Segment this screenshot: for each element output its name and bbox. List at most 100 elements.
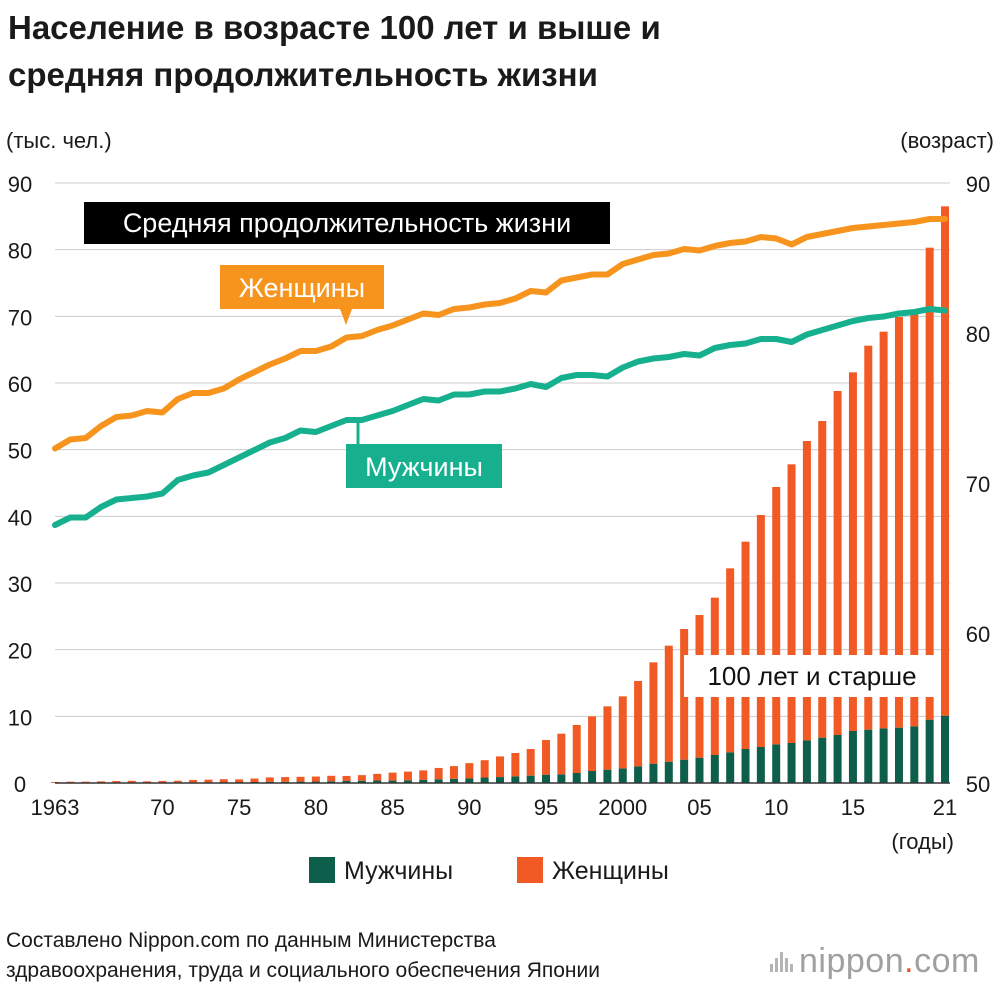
logo-dot: . (904, 942, 914, 980)
x-tick-label: 2000 (598, 795, 647, 820)
x-tick-label: 10 (764, 795, 788, 820)
bar-women (204, 780, 212, 783)
x-tick-label: 80 (304, 795, 328, 820)
bar-men (926, 720, 934, 783)
bar-women (174, 781, 182, 783)
bar-women (419, 770, 427, 779)
bar-men (726, 752, 734, 783)
x-tick-label: 95 (534, 795, 558, 820)
x-tick-label: 75 (227, 795, 251, 820)
legend-label-men: Мужчины (344, 857, 453, 885)
logo-main: nippon (799, 942, 904, 980)
bar-men (711, 755, 719, 783)
bar-women (481, 760, 489, 777)
left-tick-label: 0 (14, 772, 26, 797)
bar-women (926, 248, 934, 720)
left-tick-label: 70 (8, 305, 32, 330)
legend-swatch-women (517, 857, 543, 883)
source-line-2: здравоохранения, труда и социального обе… (6, 956, 786, 986)
bar-men (634, 766, 642, 783)
left-tick-label: 20 (8, 639, 32, 664)
bar-women (603, 706, 611, 769)
left-tick-label: 90 (8, 172, 32, 197)
bar-women (788, 464, 796, 743)
bar-men (742, 749, 750, 783)
right-tick-label: 60 (966, 622, 990, 647)
left-axis-unit: (тыс. чел.) (6, 128, 112, 153)
left-tick-label: 80 (8, 239, 32, 264)
bar-women (542, 740, 550, 775)
bar-women (220, 779, 228, 782)
bar-women (373, 774, 381, 781)
left-tick-label: 10 (8, 705, 32, 730)
x-tick-label: 21 (933, 795, 957, 820)
bar-men (527, 776, 535, 783)
bar-women (465, 763, 473, 778)
life-expectancy-box-label: Средняя продолжительность жизни (123, 208, 571, 238)
source-note: Составлено Nippon.com по данным Министер… (6, 926, 786, 986)
bar-men (588, 771, 596, 783)
bar-men (910, 726, 918, 783)
women-line-label: Женщины (239, 273, 365, 303)
x-tick-label: 70 (150, 795, 174, 820)
bar-women (281, 777, 289, 782)
bar-women (250, 779, 258, 782)
bar-women (343, 776, 351, 781)
left-tick-label: 30 (8, 572, 32, 597)
right-axis-unit: (возраст) (900, 128, 994, 153)
centenarians-label: 100 лет и старше (707, 661, 916, 691)
legend-label-women: Женщины (552, 857, 669, 885)
x-tick-label: 1963 (31, 795, 80, 820)
bar-men (665, 762, 673, 783)
bar-men (772, 744, 780, 783)
x-tick-label: 05 (687, 795, 711, 820)
bar-women (757, 515, 765, 747)
bar-women (634, 681, 642, 766)
left-tick-label: 40 (8, 505, 32, 530)
line-men (55, 309, 945, 525)
women-line-label-pointer (340, 309, 352, 325)
x-tick-label: 15 (841, 795, 865, 820)
x-axis-unit: (годы) (891, 829, 954, 854)
bar-men (695, 758, 703, 783)
left-tick-label: 50 (8, 439, 32, 464)
bar-women (527, 749, 535, 776)
logo-wordmark: nippon.com (799, 944, 980, 978)
legend-swatch-men (309, 857, 335, 883)
bar-women (312, 777, 320, 782)
bar-women (404, 772, 412, 781)
bar-women (435, 768, 443, 779)
logo-domain: com (914, 942, 980, 980)
nippon-logo: nippon.com (770, 944, 980, 978)
bar-women (573, 725, 581, 773)
bar-men (680, 760, 688, 783)
right-tick-label: 80 (966, 322, 990, 347)
bar-women (496, 756, 504, 777)
bar-men (818, 738, 826, 783)
bar-men (803, 740, 811, 783)
nippon-logo-bars-icon (770, 950, 793, 972)
bar-women (235, 779, 243, 782)
bar-men (481, 778, 489, 783)
bar-women (511, 753, 519, 776)
bar-men (511, 776, 519, 783)
bar-men (788, 743, 796, 783)
bar-men (834, 735, 842, 783)
right-tick-label: 90 (966, 172, 990, 197)
bar-men (757, 747, 765, 783)
bar-men (573, 773, 581, 783)
bar-women (189, 780, 197, 782)
bar-men (941, 716, 949, 783)
bar-men (542, 775, 550, 783)
bar-women (588, 716, 596, 771)
bar-women (450, 766, 458, 779)
bar-men (649, 764, 657, 783)
bar-women (297, 777, 305, 782)
bar-men (557, 774, 565, 783)
bar-men (496, 777, 504, 783)
bar-women (619, 696, 627, 768)
left-tick-label: 60 (8, 372, 32, 397)
bar-women (665, 646, 673, 762)
bar-women (358, 775, 366, 781)
x-tick-label: 85 (380, 795, 404, 820)
